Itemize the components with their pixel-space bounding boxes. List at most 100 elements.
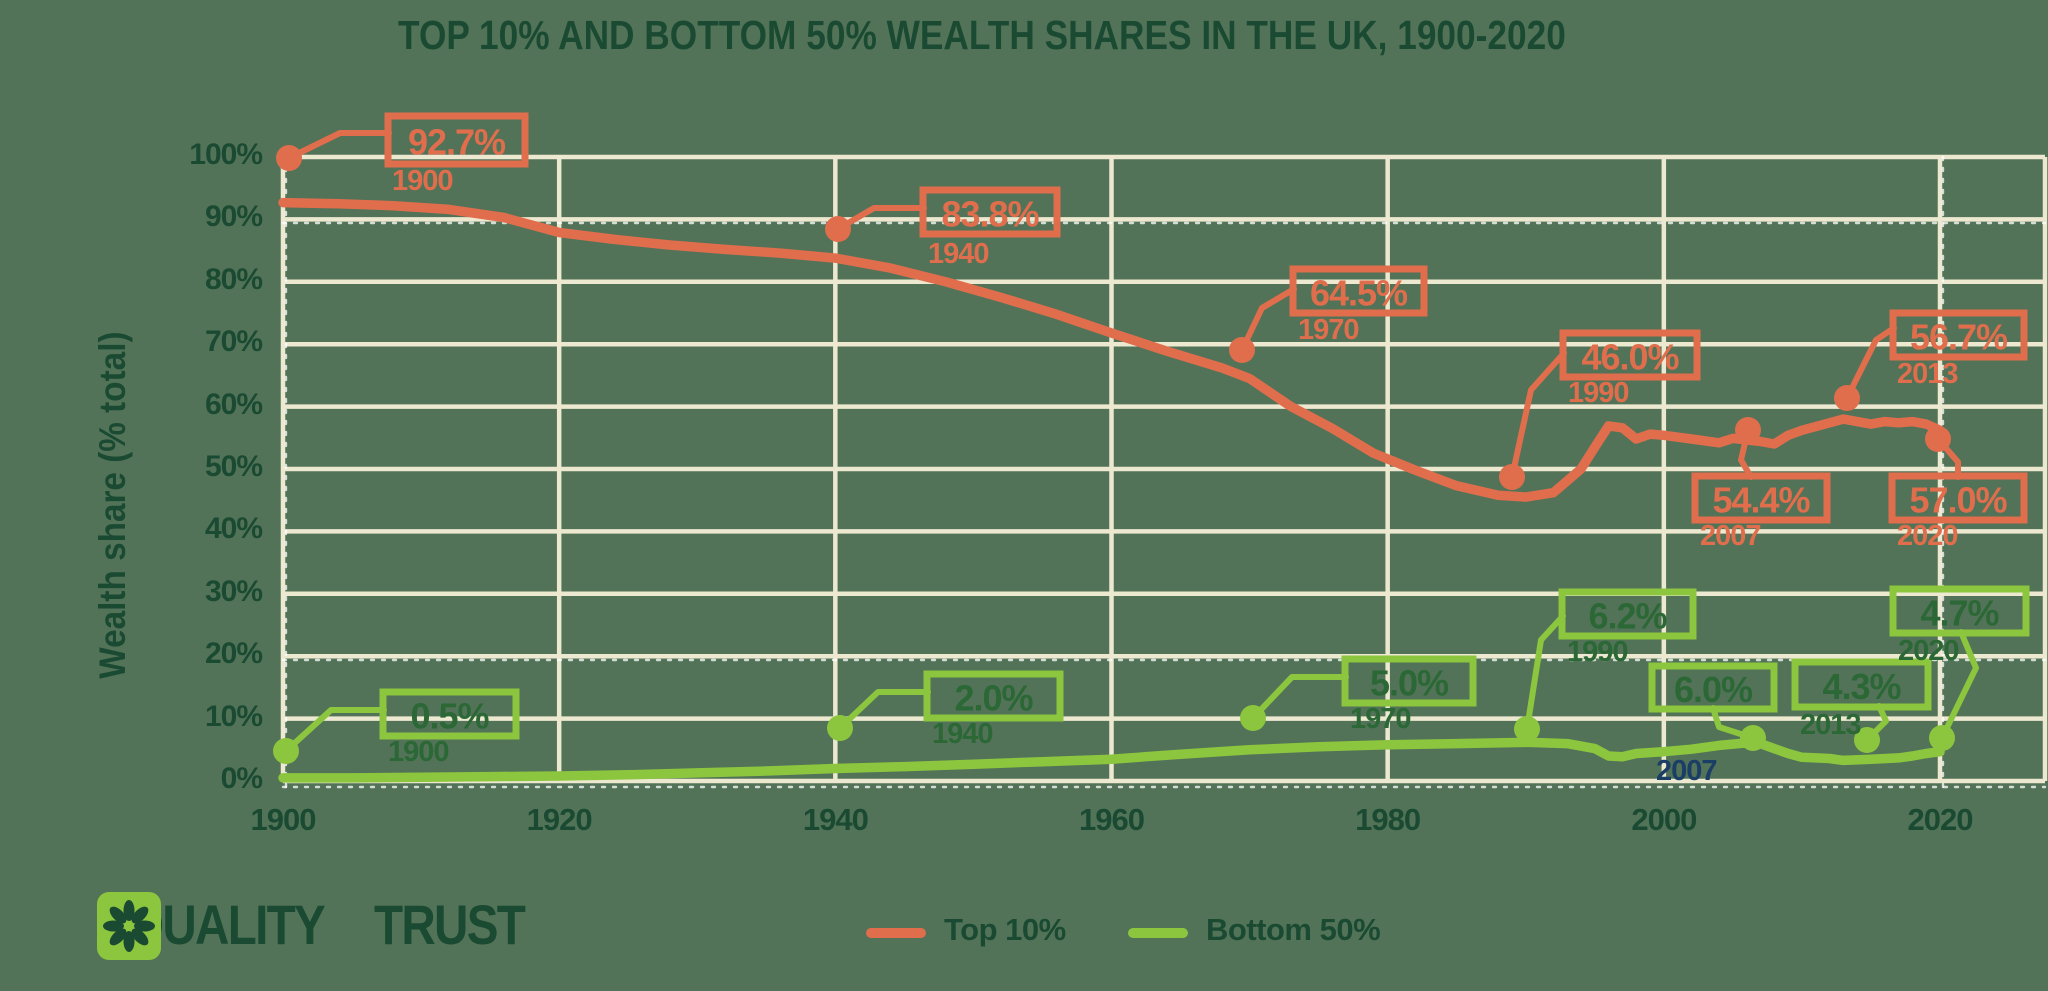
callout-box xyxy=(379,688,520,740)
callout-leader xyxy=(1844,325,1897,401)
legend-swatch-top10 xyxy=(866,928,926,938)
callout-year: 1940 xyxy=(932,718,993,750)
flower-petal xyxy=(134,920,155,932)
callout-leader xyxy=(837,689,931,731)
data-point-dot xyxy=(1834,385,1860,411)
callout-year: 2007 xyxy=(1700,520,1761,552)
x-tick-label: 1980 xyxy=(1355,802,1421,837)
callout-value: 54.4% xyxy=(1712,480,1810,521)
callout-leader xyxy=(1939,629,1979,741)
callout-leader xyxy=(1239,286,1297,353)
callout-box xyxy=(1889,309,2028,361)
data-point-dot xyxy=(1240,705,1266,731)
callout-leader xyxy=(835,205,927,232)
callout-box xyxy=(1341,655,1477,707)
callout-year: 1940 xyxy=(928,238,989,270)
flower-petal xyxy=(131,906,149,924)
data-point-dot xyxy=(827,715,853,741)
callout-year: 2007 xyxy=(1656,755,1717,787)
flower-petal xyxy=(103,920,124,932)
callout-year: 1990 xyxy=(1568,377,1629,409)
callout-box xyxy=(1648,662,1778,713)
callout-leader xyxy=(1250,674,1349,721)
callout-box xyxy=(1791,658,1932,711)
callout-year: 2020 xyxy=(1897,520,1958,552)
callout-year: 2020 xyxy=(1898,635,1959,667)
data-point-dot xyxy=(1925,426,1951,452)
y-tick-label: 50% xyxy=(204,450,263,483)
data-point-dot xyxy=(1229,337,1255,363)
legend-label: Bottom 50% xyxy=(1206,912,1381,947)
callout-value: 64.5% xyxy=(1310,273,1408,314)
callout-leader xyxy=(286,130,392,161)
y-tick-label: 60% xyxy=(204,387,263,421)
flower-petal xyxy=(109,906,127,924)
callout-leader xyxy=(283,707,387,754)
data-point-dot xyxy=(1929,725,1955,751)
bottom50-callouts: 0.5%1900 2.0%1940 5.0%1970 6.2%1990 6.0% 2007… xyxy=(273,585,2030,787)
x-tick-label: 2000 xyxy=(1631,802,1697,837)
callout-value: 4.3% xyxy=(1822,666,1901,707)
grid xyxy=(280,154,2048,790)
legend-swatch-bottom50 xyxy=(1128,928,1188,938)
data-point-dot xyxy=(1740,725,1766,751)
x-tick-label: 1960 xyxy=(1079,802,1145,837)
chart-title-text: TOP 10% AND BOTTOM 50% WEALTH SHARES IN … xyxy=(398,12,1566,58)
callout-box xyxy=(1289,265,1428,317)
y-tick-label: 100% xyxy=(189,138,263,171)
callout-value: 83.8% xyxy=(941,194,1039,235)
legend-label: Top 10% xyxy=(944,912,1066,947)
x-tick-label: 1920 xyxy=(526,802,593,837)
chart-title: TOP 10% AND BOTTOM 50% WEALTH SHARES IN … xyxy=(0,12,1964,59)
x-tick-label: 1900 xyxy=(250,802,317,837)
callout-box xyxy=(1888,472,2028,524)
y-tick-label: 90% xyxy=(204,200,263,234)
bottom50-line xyxy=(278,737,1945,783)
y-tick-label: 40% xyxy=(204,512,263,546)
flower-petal xyxy=(123,931,135,952)
callout-box xyxy=(384,112,529,168)
data-point-dot xyxy=(1499,464,1525,490)
callout-value: 46.0% xyxy=(1581,337,1679,378)
callout-value: 4.7% xyxy=(1920,593,1999,634)
logo-text-trust: TRUST xyxy=(374,893,526,956)
data-point-dot xyxy=(276,145,302,171)
callout-value: 57.0% xyxy=(1909,480,2007,521)
callout-box xyxy=(1558,588,1697,640)
equality-trust-logo: EQUALITY TRUST xyxy=(97,892,551,960)
y-tick-label: 80% xyxy=(204,262,263,296)
data-point-dot xyxy=(825,216,851,242)
y-tick-label: 30% xyxy=(204,574,263,608)
data-point-dot xyxy=(1854,727,1880,753)
y-tick-label: 10% xyxy=(204,699,263,733)
flower-petal xyxy=(109,928,127,946)
equality-trust-flower-icon xyxy=(97,892,161,960)
callout-box xyxy=(919,186,1061,238)
callout-leader xyxy=(1509,350,1567,480)
callout-year: 1900 xyxy=(388,736,449,768)
callout-year: 1990 xyxy=(1567,636,1628,668)
flower-petal xyxy=(123,900,135,921)
top10-callouts: 92.7%1900 83.8%1940 64.5%1970 46.0%1990 56.7… xyxy=(276,112,2028,552)
callout-value: 0.5% xyxy=(410,696,489,737)
callout-value: 56.7% xyxy=(1910,317,2008,358)
callout-value: 5.0% xyxy=(1370,663,1449,704)
x-tick-label: 2020 xyxy=(1907,802,1974,837)
callout-year: 1970 xyxy=(1350,703,1411,735)
callout-value: 6.0% xyxy=(1674,669,1753,710)
y-axis-title-text: Wealth share (% total) xyxy=(92,331,133,679)
y-axis-title: Wealth share (% total) xyxy=(92,245,136,765)
flower-petal xyxy=(131,928,149,946)
callout-year: 2013 xyxy=(1897,358,1958,390)
callout-box xyxy=(1889,585,2030,637)
data-point-dot xyxy=(1735,417,1761,443)
callout-leader xyxy=(1524,613,1566,732)
callout-value: 6.2% xyxy=(1588,596,1667,637)
data-point-dot xyxy=(273,738,299,764)
callout-year: 1900 xyxy=(392,165,453,197)
y-tick-label: 20% xyxy=(204,637,263,671)
top10-line xyxy=(278,197,1945,502)
callout-box xyxy=(1691,472,1831,524)
